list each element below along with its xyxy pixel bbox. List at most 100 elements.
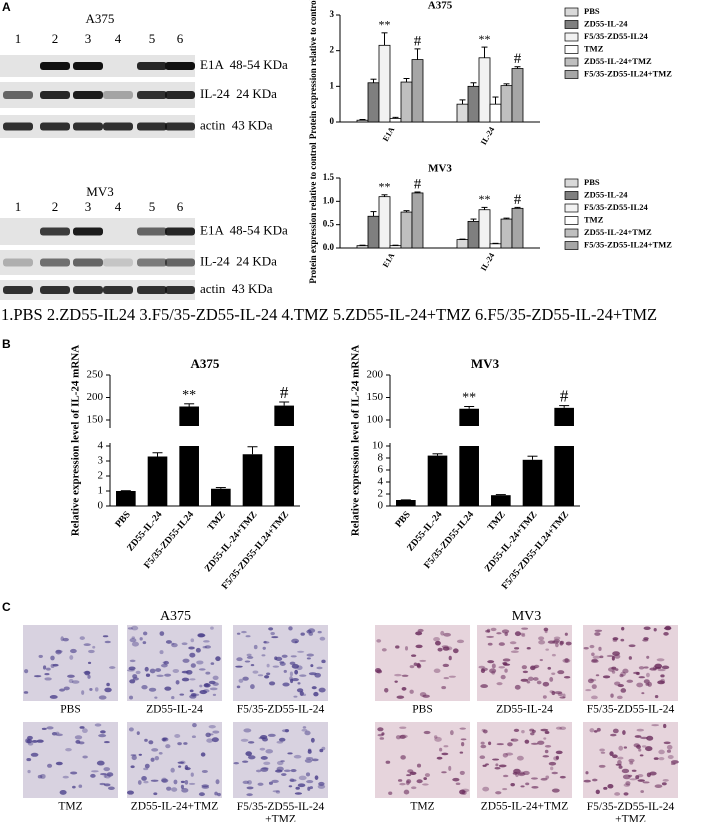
cell bbox=[212, 682, 219, 686]
cell bbox=[306, 780, 314, 784]
y-tick-label: 1.0 bbox=[323, 195, 335, 205]
cell bbox=[404, 646, 409, 651]
cell bbox=[184, 780, 189, 785]
cell bbox=[436, 756, 443, 760]
cell bbox=[456, 639, 465, 644]
cell bbox=[555, 755, 560, 760]
cell bbox=[437, 647, 443, 652]
cell bbox=[38, 654, 43, 658]
cell bbox=[96, 760, 105, 766]
cell bbox=[433, 735, 438, 739]
cell bbox=[661, 782, 667, 786]
cell bbox=[626, 679, 634, 683]
cell bbox=[491, 670, 496, 675]
cell bbox=[376, 639, 382, 643]
cell bbox=[317, 784, 326, 789]
cell bbox=[591, 778, 598, 782]
cell bbox=[615, 763, 622, 766]
cell bbox=[241, 630, 247, 634]
significance-label: ** bbox=[479, 192, 491, 206]
cell bbox=[190, 663, 196, 668]
legend-label: F5/35-ZD55-IL24+TMZ bbox=[584, 239, 672, 249]
y-tick-label: 200 bbox=[367, 369, 384, 381]
cell bbox=[156, 674, 164, 677]
cell bbox=[595, 789, 600, 795]
cell bbox=[480, 684, 488, 689]
y-tick-label: 150 bbox=[367, 391, 384, 403]
cell bbox=[614, 792, 621, 796]
image-label: ZD55-IL-24 bbox=[146, 704, 203, 716]
cell bbox=[74, 735, 83, 740]
cell bbox=[594, 632, 601, 636]
cell bbox=[532, 677, 539, 681]
cell bbox=[646, 772, 651, 778]
bar bbox=[179, 446, 199, 506]
legend-label: TMZ bbox=[584, 214, 604, 224]
cell bbox=[142, 641, 147, 645]
cell bbox=[288, 626, 293, 631]
cell bbox=[314, 672, 321, 678]
cell bbox=[143, 767, 149, 771]
cell bbox=[33, 675, 42, 678]
cell bbox=[201, 784, 210, 788]
cell bbox=[282, 682, 290, 687]
cell bbox=[609, 751, 614, 757]
cell bbox=[455, 782, 461, 786]
cell bbox=[485, 629, 490, 633]
cell bbox=[620, 638, 625, 642]
cell bbox=[416, 662, 421, 668]
bar bbox=[274, 446, 294, 506]
cell bbox=[81, 728, 88, 734]
y-tick-label: 3 bbox=[330, 9, 335, 19]
cell bbox=[177, 761, 185, 764]
y-tick-label: 100 bbox=[367, 414, 384, 426]
cell bbox=[212, 693, 217, 696]
x-tick-label: E1A bbox=[381, 251, 396, 269]
lane-number: 6 bbox=[177, 31, 184, 46]
cell bbox=[611, 655, 615, 661]
cell bbox=[159, 650, 164, 655]
cell bbox=[210, 626, 214, 630]
cell bbox=[564, 658, 569, 663]
cell bbox=[91, 770, 99, 773]
cell bbox=[487, 660, 495, 664]
cell bbox=[171, 695, 175, 700]
cell bbox=[209, 687, 218, 691]
cell bbox=[636, 682, 644, 688]
cell bbox=[527, 676, 534, 682]
cell bbox=[316, 666, 323, 670]
cell bbox=[559, 726, 567, 730]
cell bbox=[266, 663, 270, 668]
cell bbox=[260, 735, 268, 740]
bar bbox=[427, 455, 448, 506]
cell bbox=[139, 637, 143, 641]
y-tick-label: 0.5 bbox=[323, 219, 335, 229]
cell bbox=[36, 739, 44, 743]
cell bbox=[498, 642, 505, 646]
y-tick-label: 250 bbox=[87, 369, 104, 381]
cell bbox=[310, 664, 314, 668]
cell bbox=[461, 741, 465, 747]
bar bbox=[389, 118, 402, 123]
cell bbox=[206, 738, 214, 743]
bar bbox=[411, 192, 424, 249]
cell bbox=[411, 654, 417, 657]
cell bbox=[655, 666, 662, 670]
cell bbox=[129, 659, 136, 663]
cell bbox=[649, 667, 657, 671]
cell bbox=[170, 767, 175, 773]
cell bbox=[543, 737, 547, 740]
cell bbox=[641, 745, 647, 748]
cell bbox=[521, 729, 525, 734]
blot-band bbox=[103, 122, 133, 131]
cell bbox=[415, 631, 423, 636]
cell bbox=[192, 722, 197, 728]
cell bbox=[657, 668, 666, 672]
cell bbox=[165, 744, 171, 749]
cell bbox=[144, 763, 150, 769]
cell bbox=[591, 684, 597, 690]
cell bbox=[538, 636, 545, 641]
cell bbox=[180, 784, 185, 789]
cell bbox=[384, 687, 389, 693]
bar bbox=[511, 207, 524, 249]
